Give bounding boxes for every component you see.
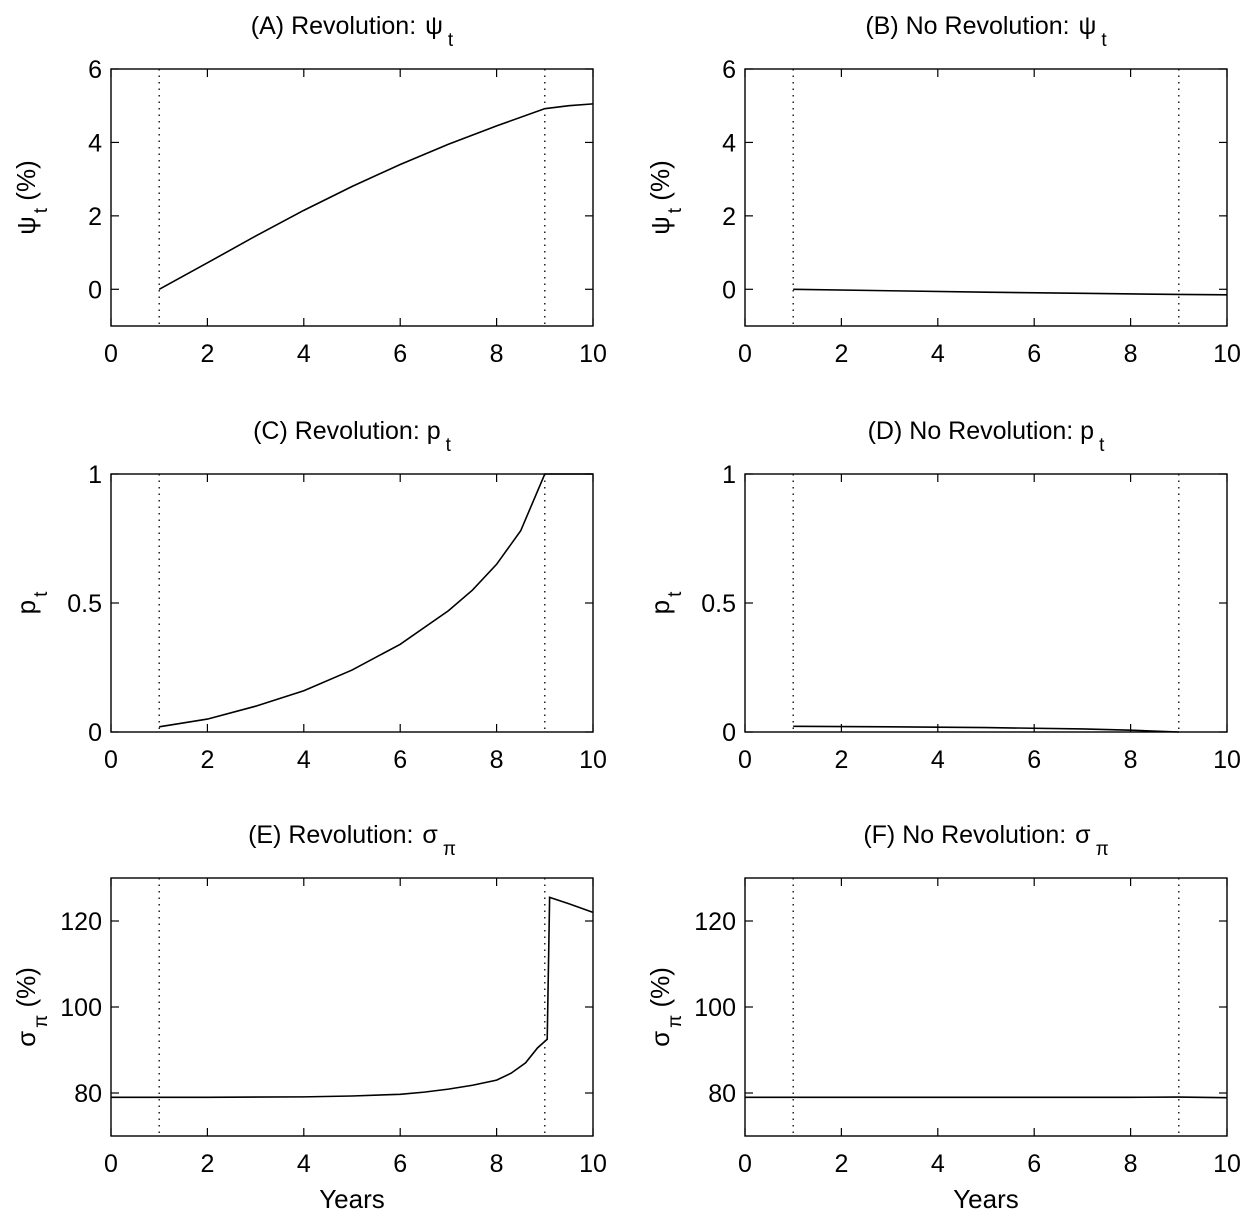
x-tick-label: 4 (931, 340, 945, 368)
series-line (111, 896, 594, 1099)
y-tick-label: 1 (722, 461, 736, 489)
panel-title: (C) Revolution: pt (253, 417, 452, 456)
x-tick-label: 0 (104, 340, 118, 368)
panel-a: 0 2 4 6 8 10 0 2 4 6 (A) Revolution: ψt ψt (%) (11, 12, 607, 368)
plot-frame (110, 473, 594, 733)
y-tick-label: 4 (88, 129, 102, 157)
x-tick-label: 0 (738, 746, 752, 774)
x-tick-label: 8 (490, 340, 504, 368)
x-tick-label: 10 (1213, 1150, 1241, 1178)
x-tick-label: 8 (490, 1150, 504, 1178)
x-tick-label: 6 (393, 746, 407, 774)
x-tick-label: 2 (200, 340, 214, 368)
plot-frame (744, 68, 1228, 327)
series-line (793, 288, 1228, 296)
y-tick-label: 4 (722, 129, 736, 157)
panel-title: (E) Revolution: σπ (248, 821, 456, 860)
x-tick-label: 4 (297, 746, 311, 774)
panel-f: 0 2 4 6 8 10 80 100 120 (F) No Revolution: σπ σπ (… (645, 821, 1241, 1214)
series-line (745, 1096, 1228, 1099)
y-tick-label: 6 (88, 56, 102, 84)
panel-d: 0 2 4 6 8 10 0 0.5 1 (D) No Revolution: pt pt (645, 417, 1241, 774)
x-tick-label: 6 (1027, 340, 1041, 368)
x-tick-label: 4 (931, 746, 945, 774)
y-tick-label: 100 (60, 994, 102, 1022)
y-tick-label: 0 (722, 276, 736, 304)
y-axis-label: σπ (%) (645, 967, 686, 1047)
y-tick-label: 80 (74, 1080, 102, 1108)
panel-title: (A) Revolution: ψt (251, 12, 454, 51)
x-tick-label: 2 (200, 746, 214, 774)
x-tick-label: 0 (104, 746, 118, 774)
panel-c: 0 2 4 6 8 10 0 0.5 1 (C) Revolution: pt pt (11, 417, 607, 774)
x-tick-label: 8 (1124, 746, 1138, 774)
y-tick-label: 100 (694, 994, 736, 1022)
panel-title: (F) No Revolution: σπ (863, 821, 1108, 860)
x-tick-label: 2 (200, 1150, 214, 1178)
y-tick-label: 2 (722, 203, 736, 231)
x-tick-label: 0 (738, 1150, 752, 1178)
x-tick-label: 2 (834, 746, 848, 774)
x-tick-label: 4 (297, 1150, 311, 1178)
x-tick-label: 6 (393, 340, 407, 368)
y-tick-label: 1 (88, 461, 102, 489)
x-tick-label: 4 (931, 1150, 945, 1178)
x-tick-label: 8 (490, 746, 504, 774)
series-line (158, 103, 594, 290)
y-axis-label: σπ (%) (11, 967, 52, 1047)
y-tick-label: 0 (88, 276, 102, 304)
x-tick-label: 10 (579, 746, 607, 774)
x-tick-label: 6 (393, 1150, 407, 1178)
series-line (159, 473, 593, 728)
panel-b: 0 2 4 6 8 10 0 2 4 6 (B) No Revolution: ψt ψt (%) (645, 12, 1241, 368)
y-axis-label: ψt (%) (11, 160, 52, 235)
x-tick-label: 8 (1124, 340, 1138, 368)
x-tick-label: 6 (1027, 1150, 1041, 1178)
y-tick-label: 0 (722, 719, 736, 747)
x-tick-label: 2 (834, 340, 848, 368)
y-axis-label: pt (645, 591, 686, 614)
x-axis-label: Years (319, 1184, 385, 1214)
x-tick-label: 8 (1124, 1150, 1138, 1178)
x-tick-label: 0 (738, 340, 752, 368)
y-tick-label: 6 (722, 56, 736, 84)
y-axis-label: pt (11, 591, 52, 614)
x-tick-label: 2 (834, 1150, 848, 1178)
x-tick-label: 10 (1213, 340, 1241, 368)
x-tick-label: 10 (579, 340, 607, 368)
y-tick-label: 120 (694, 908, 736, 936)
plot-frame (744, 473, 1228, 733)
panel-title: (B) No Revolution: ψt (865, 12, 1107, 51)
y-tick-label: 120 (60, 908, 102, 936)
y-tick-label: 80 (708, 1080, 736, 1108)
y-tick-label: 0.5 (67, 590, 102, 618)
x-tick-label: 10 (1213, 746, 1241, 774)
y-tick-label: 0.5 (701, 590, 736, 618)
panel-title: (D) No Revolution: pt (868, 417, 1105, 456)
series-line (793, 725, 1179, 733)
x-tick-label: 6 (1027, 746, 1041, 774)
x-tick-label: 4 (297, 340, 311, 368)
y-axis-label: ψt (%) (645, 160, 686, 235)
plot-frame (110, 68, 594, 327)
y-tick-label: 0 (88, 719, 102, 747)
x-axis-label: Years (953, 1184, 1019, 1214)
y-tick-label: 2 (88, 203, 102, 231)
x-tick-label: 0 (104, 1150, 118, 1178)
x-tick-label: 10 (579, 1150, 607, 1178)
panel-e: 0 2 4 6 8 10 80 100 120 (E) Revolution: σπ σπ (%) Y… (11, 821, 607, 1214)
